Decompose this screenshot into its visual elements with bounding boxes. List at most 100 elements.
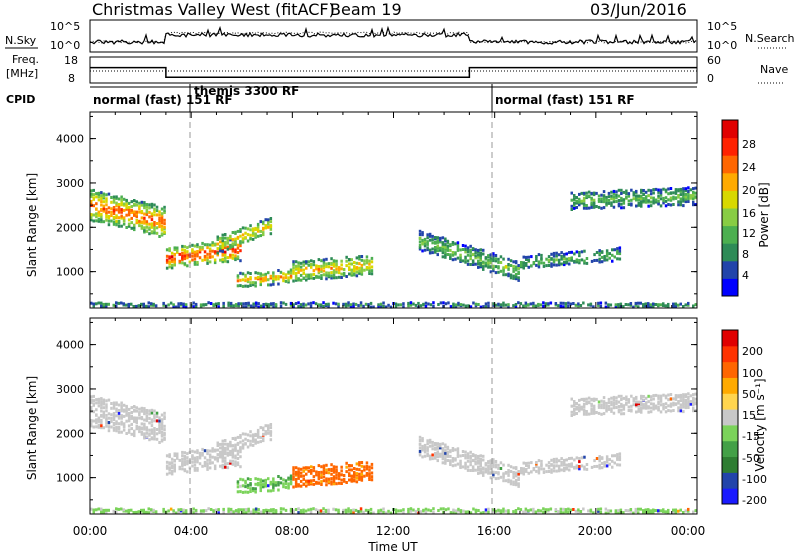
power-cell: [630, 202, 633, 206]
power-cell: [312, 260, 316, 264]
power-cell: [213, 242, 217, 246]
velocity-cell: [507, 470, 510, 474]
velocity-cell: [340, 465, 343, 469]
velocity-cell: [155, 428, 159, 431]
power-cell: [186, 264, 189, 268]
power-cell: [297, 301, 300, 305]
velocity-cell: [256, 435, 260, 439]
power-cell: [320, 259, 323, 263]
velocity-cell: [297, 483, 300, 487]
velocity-cell: [640, 406, 643, 410]
velocity-cell: [590, 407, 593, 411]
velocity-cell: [130, 414, 133, 418]
power-cell: [170, 263, 174, 267]
power-cell: [459, 256, 462, 260]
power-cell: [125, 203, 128, 207]
power-cell: [421, 249, 424, 253]
power-cell: [305, 266, 308, 270]
power-cell: [117, 197, 121, 201]
power-cell: [234, 256, 237, 260]
power-cell: [560, 262, 563, 266]
power-cell: [617, 303, 620, 307]
velocity-cell: [599, 507, 603, 511]
velocity-cell: [692, 393, 695, 397]
velocity-cell: [181, 467, 184, 471]
power-cell: [469, 263, 472, 266]
power-cell: [325, 273, 328, 277]
velocity-cell: [652, 510, 655, 514]
cpid-mode-3: normal (fast) 151 RF: [495, 93, 635, 107]
power-cell: [397, 303, 400, 307]
velocity-cell: [418, 452, 422, 455]
velocity-cell: [514, 478, 518, 482]
velocity-cell: [211, 447, 214, 451]
velocity-cell: [287, 482, 290, 486]
power-cell: [610, 203, 613, 207]
velocity-cell: [514, 471, 518, 475]
velocity-cell: [542, 470, 546, 474]
velocity-cell: [441, 448, 445, 452]
velocity-cell: [672, 397, 675, 401]
power-cell: [102, 200, 106, 204]
velocity-cell: [312, 469, 316, 473]
power-cell: [499, 305, 503, 308]
power-cell: [127, 205, 131, 209]
velocity-cell: [484, 508, 488, 512]
velocity-cell: [127, 417, 131, 420]
power-cell: [327, 271, 331, 275]
velocity-cell: [605, 407, 608, 411]
power-cell: [613, 255, 616, 259]
power-cell: [317, 265, 321, 268]
power-cell: [95, 192, 98, 196]
velocity-cell: [246, 486, 250, 490]
power-cell: [246, 227, 250, 231]
velocity-cell: [90, 406, 93, 409]
velocity-cell: [112, 412, 116, 415]
power-cell: [256, 271, 260, 275]
velocity-cell: [667, 409, 670, 412]
velocity-cell: [499, 475, 503, 479]
power-cell: [350, 268, 353, 272]
velocity-cell: [607, 511, 610, 515]
velocity-cell: [345, 470, 348, 474]
power-cell: [234, 230, 237, 234]
power-cell: [236, 279, 240, 283]
power-cell: [325, 262, 328, 266]
power-cell: [241, 278, 245, 282]
velocity-cell: [459, 464, 462, 468]
power-cell: [153, 231, 156, 235]
velocity-cell: [426, 452, 429, 456]
velocity-cell: [482, 511, 485, 515]
power-cell: [570, 258, 573, 262]
power-cell: [439, 246, 442, 250]
power-cell: [327, 302, 330, 306]
velocity-cell: [163, 436, 166, 440]
velocity-cell: [337, 474, 341, 478]
power-cell: [201, 258, 204, 262]
velocity-cell: [198, 451, 202, 455]
velocity-cell: [277, 481, 280, 485]
velocity-cell: [492, 475, 495, 479]
velocity-cell: [95, 508, 98, 512]
velocity-cell: [115, 420, 118, 424]
velocity-cell: [610, 396, 613, 400]
power-cell: [237, 302, 240, 306]
velocity-cell: [299, 467, 303, 471]
velocity-cell: [525, 469, 528, 473]
power-cell: [330, 257, 333, 261]
power-cell: [616, 251, 619, 255]
power-cell: [610, 194, 613, 198]
power-cell: [622, 190, 626, 194]
velocity-cell: [216, 459, 219, 463]
power-cell: [325, 271, 328, 275]
power-cell: [198, 256, 202, 260]
power-cell: [689, 194, 693, 198]
velocity-cell: [100, 418, 103, 422]
velocity-cell: [305, 479, 308, 483]
velocity-cell: [469, 463, 472, 467]
velocity-cell: [122, 428, 126, 432]
power-cell: [644, 190, 648, 194]
power-cell: [155, 213, 159, 217]
velocity-cell: [208, 458, 212, 462]
power-cell: [335, 262, 338, 266]
